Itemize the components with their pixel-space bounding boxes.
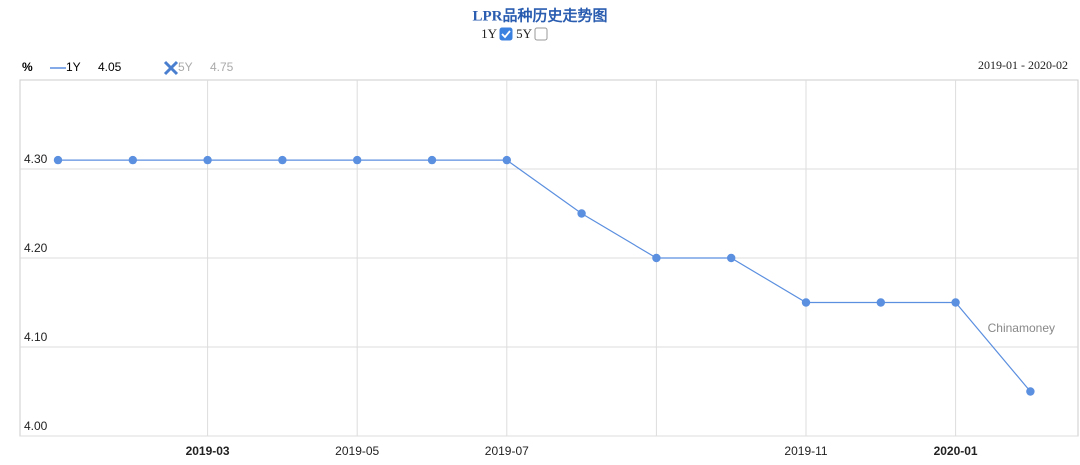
watermark: Chinamoney [988,321,1055,335]
toggle-checkbox[interactable] [499,27,513,41]
data-point [427,155,437,165]
unit-label: % [22,60,33,74]
legend-name[interactable]: 5Y [178,60,193,74]
toggle-label: 1Y [481,26,498,41]
toggle-label: 5Y [516,26,533,41]
y-tick-label: 4.00 [24,419,48,433]
data-point [203,155,212,165]
legend-value: 4.05 [98,60,122,74]
y-tick-label: 4.20 [24,241,48,255]
data-point [727,253,736,263]
data-point [652,253,661,263]
date-range: 2019-01 - 2020-02 [978,58,1068,72]
y-tick-label: 4.10 [24,330,48,344]
x-tick-label: 2020-01 [934,444,978,458]
check-mark [501,30,511,39]
y-tick-label: 4.30 [24,152,48,166]
data-point [278,155,287,165]
x-tick-label: 2019-03 [186,444,230,458]
chart-title: LPR品种历史走势图 [472,6,607,24]
data-point [951,298,960,307]
data-point [53,155,63,165]
data-point [876,298,885,307]
x-tick-label: 2019-07 [485,444,529,458]
data-point [502,155,511,165]
x-tick-label: 2019-11 [784,444,827,458]
data-point [353,155,362,165]
data-point [128,155,137,165]
data-point [577,209,586,218]
toggle-checkbox[interactable] [534,27,548,41]
data-point [801,298,811,307]
x-tick-label: 2019-05 [335,444,379,458]
legend-name[interactable]: 1Y [66,60,81,74]
data-point [1026,387,1035,396]
legend-hidden-icon [163,60,179,76]
series-line [58,159,1031,392]
legend-value: 4.75 [210,60,234,74]
